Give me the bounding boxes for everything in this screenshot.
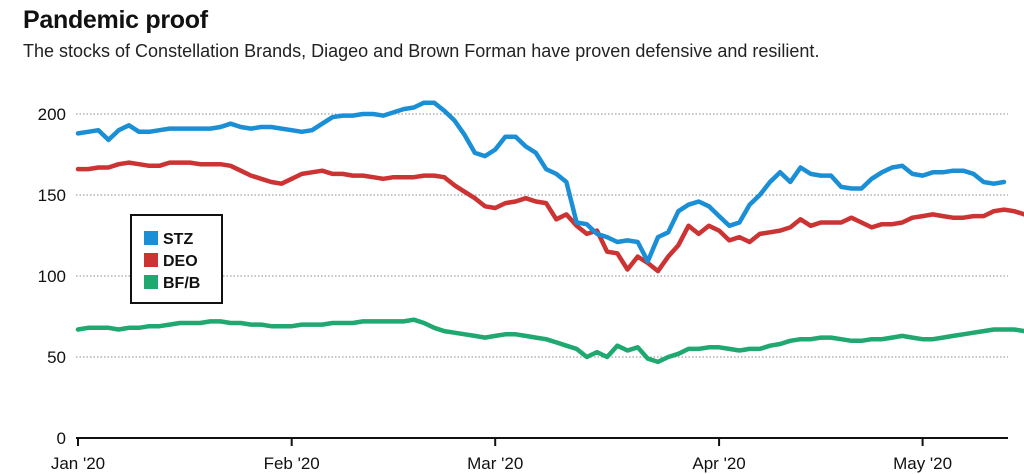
x-tick-label: Mar '20 (467, 454, 523, 473)
y-axis: 0 50 100 150 200 (38, 105, 66, 448)
gridlines (76, 113, 1008, 358)
legend-label: BF/B (163, 275, 200, 292)
series-line-bf-b (75, 317, 1024, 365)
legend: STZ DEO BF/B (130, 214, 223, 304)
chart-subtitle: The stocks of Constellation Brands, Diag… (23, 41, 820, 61)
series-line-deo (75, 160, 1024, 274)
y-tick-label: 50 (47, 348, 66, 367)
y-tick-label: 100 (38, 267, 66, 286)
legend-swatch (144, 275, 158, 289)
x-axis: Jan '20 Feb '20 Mar '20 Apr '20 May '20 (51, 437, 1008, 473)
legend-label: STZ (163, 231, 193, 248)
x-tick-label: May '20 (893, 454, 952, 473)
series-line-stz (75, 100, 1007, 264)
legend-swatch (144, 231, 158, 245)
legend-swatch (144, 253, 158, 267)
x-tick-label: Apr '20 (692, 454, 745, 473)
chart-title: Pandemic proof (23, 6, 208, 34)
y-tick-label: 0 (57, 429, 66, 448)
legend-label: DEO (163, 253, 198, 270)
series-lines (75, 100, 1024, 365)
y-tick-label: 150 (38, 186, 66, 205)
x-tick-label: Feb '20 (264, 454, 320, 473)
x-tick-label: Jan '20 (51, 454, 105, 473)
y-tick-label: 200 (38, 105, 66, 124)
